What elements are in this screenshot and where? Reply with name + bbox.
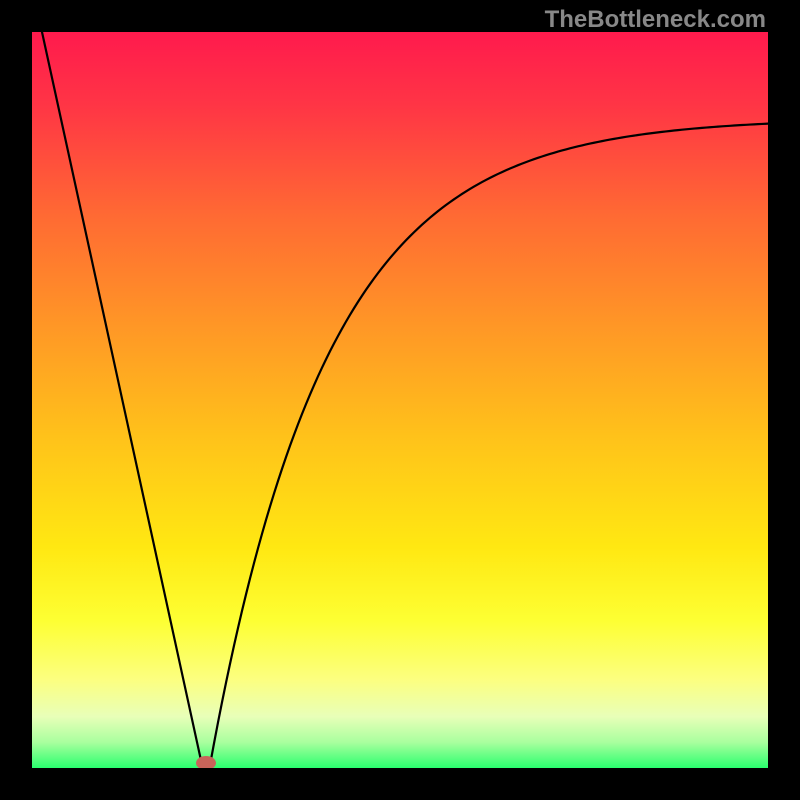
watermark-text: TheBottleneck.com: [545, 6, 766, 34]
optimum-marker: [196, 756, 216, 768]
bottleneck-curve: [32, 32, 768, 768]
plot-area: [32, 32, 768, 768]
